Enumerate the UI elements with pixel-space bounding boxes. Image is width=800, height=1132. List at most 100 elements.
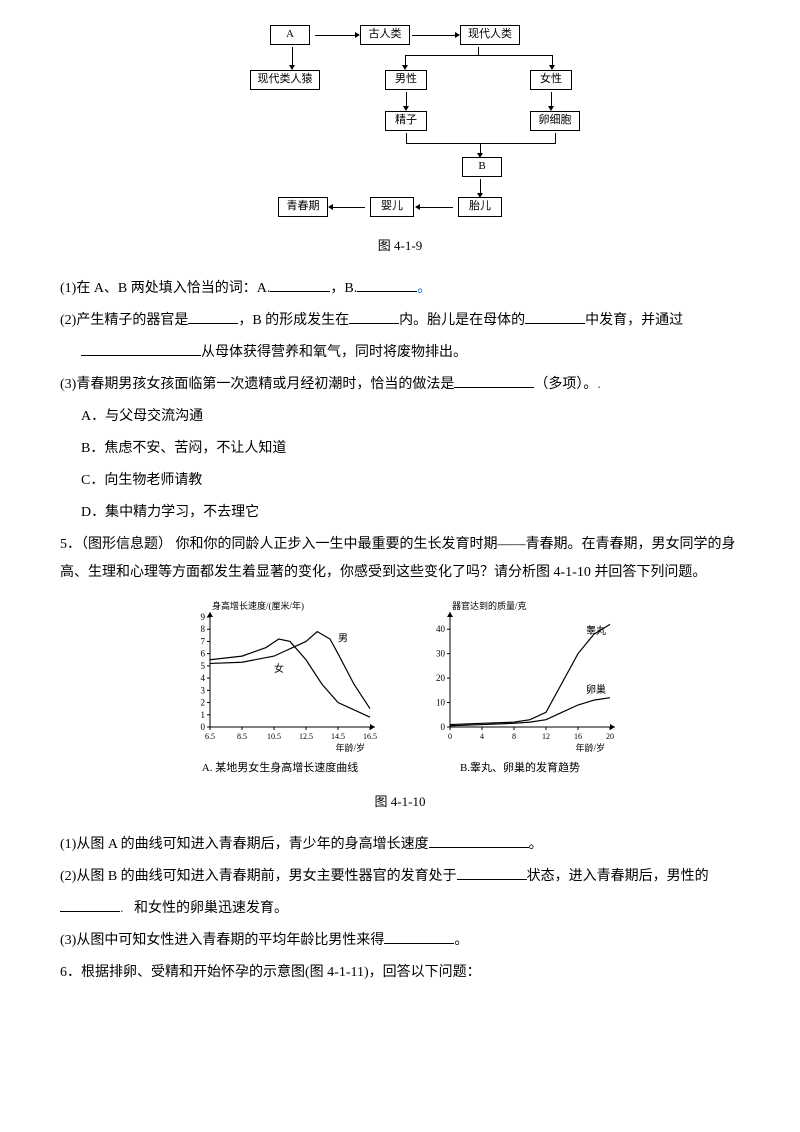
page: A 古人类 现代人类 现代类人猿 男性 女性 精子 卵细胞 B 胎儿 婴儿 [0,0,800,1132]
blank [525,309,585,324]
node-female: 女性 [530,70,572,90]
svg-text:0: 0 [441,722,446,732]
q2: (2)产生精子的器官是 ，B 的形成发生在 内。胎儿是在母体的 中发育，并通过 [60,307,740,335]
node-male: 男性 [385,70,427,90]
svg-text:1: 1 [201,710,206,720]
blank [188,309,238,324]
svg-text:睾丸: 睾丸 [586,624,606,637]
node-a: A [270,25,310,45]
q1: (1)在 A、B 两处填入恰当的词：A. ，B. 。 [60,275,740,303]
figure-caption-1: 图 4-1-9 [60,233,740,259]
node-b: B [462,157,502,177]
q2-p1: (2)产生精子的器官是 [60,313,188,328]
blank [357,277,417,292]
chart-a-svg: 0 1 2 3 4 5 6 7 8 9 6.5 8.5 10.5 12.5 14.5 16.5 男女 身高增长速度… [180,597,380,757]
q3-opt-b: B．焦虑不安、苦闷，不让人知道 [60,435,740,463]
svg-text:6.5: 6.5 [205,732,215,741]
svg-text:12: 12 [542,732,550,741]
node-egg: 卵细胞 [530,111,580,131]
node-ancient: 古人类 [360,25,410,45]
q2-p3: 内。胎儿是在母体的 [399,313,525,328]
q3-opt-c: C．向生物老师请教 [60,467,740,495]
svg-text:14.5: 14.5 [331,732,345,741]
blank [81,341,201,356]
sub3: (3)从图中可知女性进入青春期的平均年龄比男性来得 。 [60,927,740,955]
svg-text:20: 20 [606,732,614,741]
sub1-end: 。 [529,837,543,852]
svg-text:0: 0 [201,722,206,732]
q1-pre: (1)在 A、B 两处填入恰当的词：A. [60,281,270,296]
chart-a: 0 1 2 3 4 5 6 7 8 9 6.5 8.5 10.5 12.5 14.5 16.5 男女 身高增长速度… [180,597,380,779]
svg-text:男: 男 [338,632,348,644]
blank [270,277,330,292]
dot: . [120,901,124,916]
svg-text:8: 8 [512,732,516,741]
sub3-end: 。 [454,933,468,948]
node-puberty: 青春期 [278,197,328,217]
q3-tail: （多项）。 [534,377,597,392]
node-sperm: 精子 [385,111,427,131]
svg-text:7: 7 [201,636,206,646]
blank [454,373,534,388]
q5: 5．（图形信息题） 你和你的同龄人正步入一生中最重要的生长发育时期——青春期。在… [60,531,740,587]
sub2-end: 和女性的卵巢迅速发育。 [134,901,288,916]
svg-text:4: 4 [201,673,206,683]
svg-text:12.5: 12.5 [299,732,313,741]
svg-text:8: 8 [201,624,206,634]
chart-a-caption: A. 某地男女生身高增长速度曲线 [180,757,380,779]
node-fetus: 胎儿 [458,197,502,217]
svg-text:年龄/岁: 年龄/岁 [335,742,365,753]
svg-text:8.5: 8.5 [237,732,247,741]
chart-b-svg: 010203040048121620睾丸卵巢器官达到的质量/克年龄/岁 [420,597,620,757]
svg-text:年龄/岁: 年龄/岁 [575,742,605,753]
q2-p4: 中发育，并通过 [585,313,683,328]
q6: 6．根据排卵、受精和开始怀孕的示意图(图 4-1-11)，回答以下问题： [60,959,740,987]
chart-row: 01234567896.58.510.512.514.516.5男女身高增长速度… [60,597,740,779]
chart-b-caption: B.睾丸、卵巢的发育趋势 [420,757,620,779]
svg-text:4: 4 [480,732,484,741]
blank [384,929,454,944]
blank [60,897,120,912]
blank [349,309,399,324]
svg-text:5: 5 [201,661,206,671]
svg-text:10: 10 [436,698,446,708]
blank [429,833,529,848]
q1-end: 。 [417,281,431,296]
q3: (3)青春期男孩女孩面临第一次遗精或月经初潮时，恰当的做法是（多项）。. [60,371,740,399]
sub2-pre: (2)从图 B 的曲线可知进入青春期前，男女主要性器官的发育处于 [60,869,457,884]
svg-text:20: 20 [436,673,446,683]
svg-text:卵巢: 卵巢 [586,683,606,696]
sub2: (2)从图 B 的曲线可知进入青春期前，男女主要性器官的发育处于 状态，进入青春期… [60,863,740,891]
svg-text:10.5: 10.5 [267,732,281,741]
node-modern: 现代人类 [460,25,520,45]
q2-line2: 从母体获得营养和氧气，同时将废物排出。 [60,339,740,367]
blank [457,865,527,880]
q3-opt-a: A．与父母交流沟通 [60,403,740,431]
svg-text:9: 9 [201,612,206,622]
svg-text:身高增长速度/(厘米/年): 身高增长速度/(厘米/年) [212,600,304,611]
q2-p2: ，B 的形成发生在 [238,313,349,328]
sub1: (1)从图 A 的曲线可知进入青春期后，青少年的身高增长速度 。 [60,831,740,859]
svg-text:女: 女 [274,662,284,675]
svg-text:6: 6 [201,649,206,659]
svg-text:3: 3 [201,685,206,695]
svg-text:40: 40 [436,624,446,634]
flowchart-4-1-9: A 古人类 现代人类 现代类人猿 男性 女性 精子 卵细胞 B 胎儿 婴儿 [230,25,570,225]
q3-opt-d: D．集中精力学习，不去理它 [60,499,740,527]
sub2-mid: 状态，进入青春期后，男性的 [527,869,709,884]
sub3-pre: (3)从图中可知女性进入青春期的平均年龄比男性来得 [60,933,384,948]
q2-p5: 从母体获得营养和氧气，同时将废物排出。 [201,345,467,360]
q5-num: 5．（图形信息题） [60,537,172,552]
chart-b: 010203040048121620睾丸卵巢器官达到的质量/克年龄/岁 B.睾丸… [420,597,620,779]
sub2-line2: . 和女性的卵巢迅速发育。 [60,895,740,923]
figure-caption-2: 图 4-1-10 [60,789,740,815]
dot: . [597,377,601,392]
svg-text:16: 16 [574,732,582,741]
svg-text:30: 30 [436,649,446,659]
sub1-pre: (1)从图 A 的曲线可知进入青春期后，青少年的身高增长速度 [60,837,429,852]
svg-text:2: 2 [201,698,206,708]
svg-text:16.5: 16.5 [363,732,377,741]
node-ape: 现代类人猿 [250,70,320,90]
svg-text:0: 0 [448,732,452,741]
q1-sep: ，B. [330,281,357,296]
